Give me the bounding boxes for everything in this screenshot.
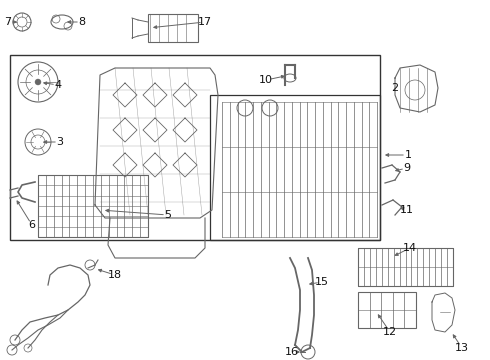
Bar bbox=[358, 292, 416, 328]
Text: 9: 9 bbox=[403, 163, 411, 173]
Text: 3: 3 bbox=[56, 137, 64, 147]
Text: 11: 11 bbox=[400, 205, 414, 215]
Bar bbox=[10, 55, 380, 240]
Text: 17: 17 bbox=[198, 17, 212, 27]
Text: 10: 10 bbox=[259, 75, 273, 85]
Text: 14: 14 bbox=[403, 243, 417, 253]
Bar bbox=[358, 248, 453, 286]
Text: 2: 2 bbox=[392, 83, 398, 93]
Text: 4: 4 bbox=[54, 80, 62, 90]
Text: 7: 7 bbox=[4, 17, 12, 27]
Circle shape bbox=[35, 79, 41, 85]
Text: 5: 5 bbox=[165, 210, 172, 220]
Text: 12: 12 bbox=[383, 327, 397, 337]
Text: 18: 18 bbox=[108, 270, 122, 280]
Bar bbox=[38, 175, 148, 237]
Text: 15: 15 bbox=[315, 277, 329, 287]
Text: 13: 13 bbox=[455, 343, 469, 353]
Text: 16: 16 bbox=[285, 347, 299, 357]
Bar bbox=[148, 14, 198, 42]
Text: 8: 8 bbox=[78, 17, 86, 27]
Bar bbox=[210, 95, 380, 240]
Text: 6: 6 bbox=[28, 220, 35, 230]
Text: 1: 1 bbox=[405, 150, 412, 160]
